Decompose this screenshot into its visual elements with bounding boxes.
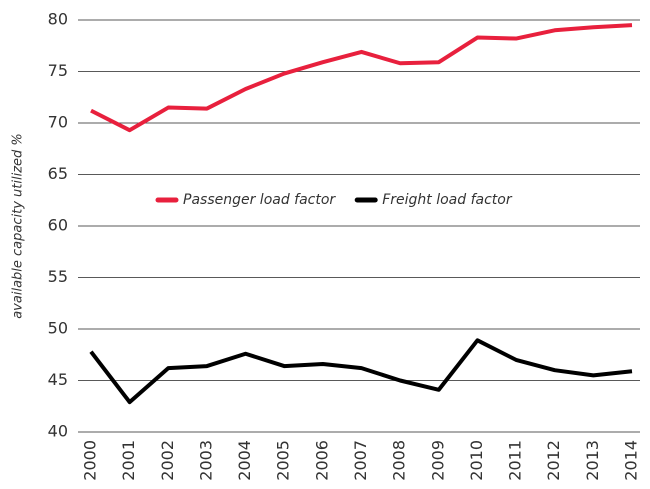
y-tick-label: 50 — [48, 319, 68, 338]
x-tick-label: 2010 — [467, 440, 486, 481]
x-tick-label: 2001 — [119, 440, 138, 481]
x-tick-label: 2006 — [312, 440, 331, 481]
y-tick-label: 65 — [48, 164, 68, 183]
x-tick-label: 2002 — [158, 440, 177, 481]
y-tick-label: 75 — [48, 61, 68, 80]
y-axis-label: available capacity utilized % — [11, 133, 26, 319]
legend-label: Passenger load factor — [183, 192, 336, 208]
y-tick-label: 60 — [48, 216, 68, 235]
x-tick-label: 2011 — [506, 440, 525, 481]
x-tick-label: 2003 — [196, 440, 215, 481]
x-tick-label: 2013 — [583, 440, 602, 481]
x-tick-label: 2004 — [235, 440, 254, 481]
y-tick-label: 55 — [48, 267, 68, 286]
line-series — [89, 338, 633, 405]
y-tick-label: 70 — [48, 113, 68, 132]
y-tick-label: 40 — [48, 422, 68, 441]
legend-label: Freight load factor — [382, 192, 513, 208]
x-tick-label: 2012 — [544, 440, 563, 481]
y-tick-label: 80 — [48, 10, 68, 29]
line-series — [90, 23, 633, 133]
x-tick-label: 2009 — [428, 440, 447, 481]
y-tick-label: 45 — [48, 370, 68, 389]
x-tick-label: 2005 — [274, 440, 293, 481]
x-tick-label: 2008 — [390, 440, 409, 481]
x-tick-label: 2014 — [622, 440, 641, 481]
x-tick-label: 2000 — [81, 440, 100, 481]
x-tick-label: 2007 — [351, 440, 370, 481]
